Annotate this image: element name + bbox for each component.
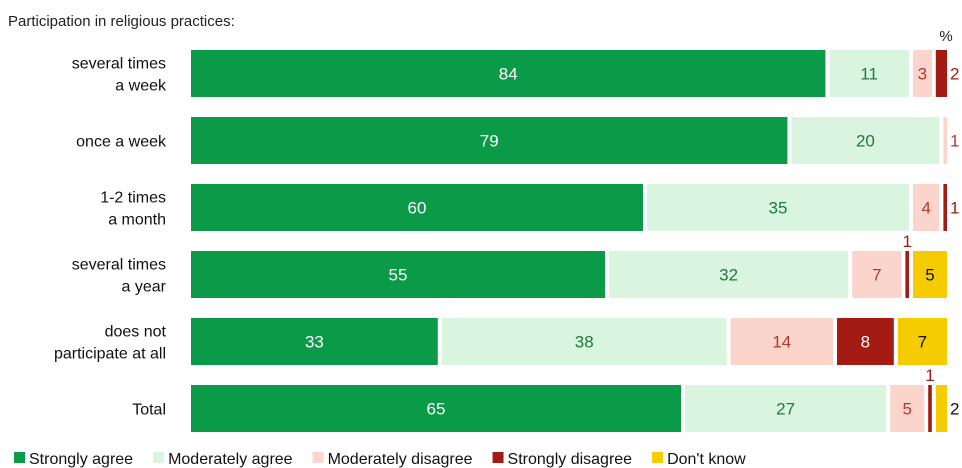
category-label: does not participate at all <box>54 324 167 363</box>
bar-segment <box>943 184 947 231</box>
category-label-line: several times <box>72 257 166 274</box>
bar-segment <box>191 385 681 432</box>
data-label: 1 <box>950 199 959 218</box>
legend: Strongly agree Moderately agree Moderately… <box>14 451 746 468</box>
legend-label: Strongly disagree <box>508 451 633 468</box>
data-label: 8 <box>861 333 870 352</box>
bar-segment <box>935 50 947 97</box>
legend-swatch <box>14 452 25 463</box>
category-label-line: a month <box>108 212 166 229</box>
bar-segment <box>791 117 940 164</box>
bar-segment <box>191 50 826 97</box>
data-label: 32 <box>719 266 738 285</box>
data-label: 1 <box>925 366 934 385</box>
category-label-line: Total <box>132 402 166 419</box>
bar-segment <box>897 318 947 365</box>
bar-segment <box>191 251 605 298</box>
category-label: once a week <box>76 134 167 151</box>
chart-title: Participation in religious practices: <box>8 13 235 30</box>
data-label: 79 <box>480 132 499 151</box>
bar-segment <box>647 184 909 231</box>
bar-segment <box>913 251 947 298</box>
data-label: 3 <box>918 65 927 84</box>
category-label-line: a year <box>122 279 167 296</box>
bar-segment <box>609 251 849 298</box>
category-label: 1-2 times a month <box>100 190 166 229</box>
data-label: 4 <box>921 199 930 218</box>
bar-segment <box>943 117 947 164</box>
bar-segment <box>730 318 833 365</box>
data-label: 35 <box>769 199 788 218</box>
bar-segment <box>685 385 887 432</box>
bar-segment <box>935 385 947 432</box>
data-label: 38 <box>575 333 594 352</box>
unit-label: % <box>939 28 952 45</box>
category-label-line: once a week <box>76 134 167 151</box>
bar-segment <box>890 385 925 432</box>
data-label: 11 <box>860 65 878 84</box>
bar-segment <box>913 50 932 97</box>
category-label-line: 1-2 times <box>100 190 166 207</box>
data-label: 1 <box>950 132 959 151</box>
bar-segment <box>837 318 894 365</box>
data-label: 2 <box>950 65 959 84</box>
bar-segment <box>852 251 902 298</box>
legend-label: Moderately agree <box>168 451 293 468</box>
data-label: 84 <box>499 65 518 84</box>
bar-segment <box>191 318 438 365</box>
category-label-line: participate at all <box>54 346 166 363</box>
bar-segment <box>441 318 727 365</box>
category-label-line: several times <box>72 56 166 73</box>
category-label: several times a week <box>72 56 167 95</box>
bar-segment <box>928 385 932 432</box>
data-label: 65 <box>427 400 446 419</box>
category-labels: several times a week once a week 1-2 times a… <box>54 56 167 419</box>
data-label: 60 <box>408 199 427 218</box>
bar-segment <box>905 251 909 298</box>
legend-label: Don't know <box>667 451 746 468</box>
legend-swatch <box>153 452 165 463</box>
legend-swatch <box>652 452 664 463</box>
data-label: 55 <box>389 266 408 285</box>
data-label: 5 <box>925 266 934 285</box>
data-label: 7 <box>918 333 927 352</box>
data-label: 27 <box>776 400 795 419</box>
category-label: several times a year <box>72 257 167 296</box>
data-label: 2 <box>950 400 959 419</box>
category-label-line: does not <box>105 324 167 341</box>
bar-segment <box>829 50 909 97</box>
bar-segment <box>913 184 940 231</box>
data-label: 5 <box>902 400 911 419</box>
bar-segment <box>191 184 643 231</box>
legend-swatch <box>492 452 504 463</box>
data-label: 33 <box>305 333 324 352</box>
category-label: Total <box>132 402 166 419</box>
data-label: 7 <box>872 266 881 285</box>
data-label: 1 <box>902 232 911 251</box>
legend-swatch <box>312 452 324 463</box>
bar-segment <box>191 117 788 164</box>
legend-label: Strongly agree <box>29 451 133 468</box>
data-label: 20 <box>856 132 875 151</box>
legend-label: Moderately disagree <box>328 451 473 468</box>
data-label: 14 <box>772 333 791 352</box>
category-label-line: a week <box>115 78 167 95</box>
